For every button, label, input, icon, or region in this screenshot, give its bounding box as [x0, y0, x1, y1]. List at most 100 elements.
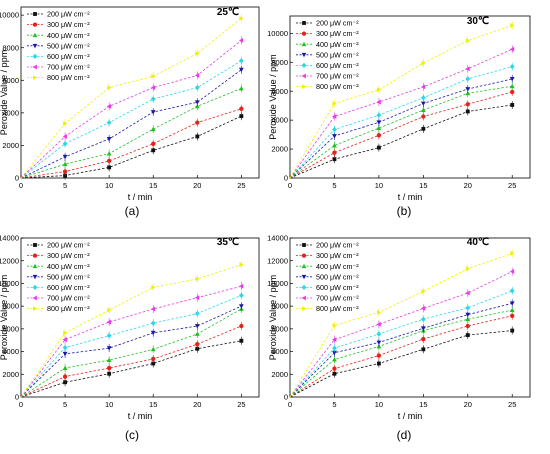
- data-point: [465, 87, 471, 92]
- series-3: [20, 84, 244, 179]
- series-2: [20, 322, 244, 398]
- y-tick-label: 2000: [271, 370, 288, 379]
- data-point: [150, 110, 156, 115]
- y-tick-label: 0: [15, 174, 19, 183]
- data-point: [465, 90, 471, 96]
- x-tick-label: 10: [105, 181, 113, 190]
- legend-label: 300 μW cm⁻²: [316, 251, 359, 260]
- legend-marker: [301, 284, 307, 291]
- x-tick-label: 25: [237, 400, 245, 409]
- y-tick-label: 6000: [2, 324, 19, 333]
- series-line: [20, 60, 242, 179]
- legend-marker: [32, 22, 38, 27]
- x-tick-label: 5: [63, 400, 67, 409]
- series-line: [20, 88, 242, 179]
- y-tick-label: 10000: [0, 279, 19, 288]
- data-point: [106, 357, 112, 363]
- data-point: [376, 331, 382, 337]
- x-tick-label: 15: [419, 400, 427, 409]
- x-tick-label: 0: [288, 181, 292, 190]
- x-tick-label: 15: [149, 400, 157, 409]
- series-line: [20, 294, 242, 398]
- data-point: [332, 114, 337, 119]
- data-point: [151, 73, 156, 79]
- data-point: [195, 134, 200, 139]
- data-point: [509, 288, 515, 294]
- legend-label: 600 μW cm⁻²: [47, 283, 90, 292]
- y-tick-label: 6000: [271, 324, 288, 333]
- x-tick-label: 0: [19, 181, 23, 190]
- series-2: [289, 311, 515, 398]
- data-point: [376, 309, 382, 315]
- data-point: [509, 301, 515, 306]
- data-point: [420, 326, 426, 331]
- y-tick-label: 14000: [267, 234, 288, 243]
- y-tick-label: 0: [284, 174, 288, 183]
- data-point: [332, 143, 337, 148]
- data-point: [62, 161, 68, 167]
- data-point: [238, 37, 244, 43]
- data-point: [509, 46, 515, 52]
- data-point: [420, 101, 426, 106]
- data-point: [62, 344, 68, 351]
- y-tick-label: 4000: [271, 347, 288, 356]
- x-tick-label: 0: [288, 400, 292, 409]
- legend-marker: [33, 75, 38, 80]
- data-point: [62, 134, 67, 139]
- data-point: [332, 371, 337, 376]
- legend-label: 400 μW cm⁻²: [47, 31, 90, 40]
- legend-label: 700 μW cm⁻²: [316, 72, 359, 81]
- chart-panel-1: 0 5 10 15 20 25 0 2000 4000 6000 8000 10000 t / min P…: [0, 6, 260, 218]
- data-point: [332, 337, 337, 343]
- series-2: [20, 104, 244, 179]
- x-tick-label: 0: [19, 400, 23, 409]
- y-tick-label: 0: [15, 393, 19, 402]
- data-point: [420, 84, 426, 90]
- series-line: [289, 271, 513, 398]
- data-point: [62, 141, 68, 147]
- legend-marker: [32, 253, 38, 258]
- series-line: [20, 108, 242, 179]
- y-tick-label: 2000: [2, 370, 19, 379]
- data-point: [239, 323, 244, 329]
- series-6: [289, 267, 515, 398]
- series-line: [289, 78, 513, 179]
- x-axis-label: t / min: [128, 192, 153, 202]
- legend-label: 500 μW cm⁻²: [316, 50, 359, 59]
- data-point: [465, 323, 470, 329]
- data-point: [465, 316, 471, 322]
- x-tick-label: 20: [193, 400, 201, 409]
- legend-label: 200 μW cm⁻²: [316, 241, 359, 250]
- data-point: [150, 346, 156, 352]
- data-point: [420, 306, 426, 311]
- series-6: [20, 282, 244, 398]
- data-point: [194, 100, 200, 105]
- legend-marker: [32, 263, 38, 269]
- data-point: [510, 313, 515, 318]
- y-axis-label: Peroxide Value / ppm: [0, 50, 9, 135]
- data-point: [332, 357, 337, 362]
- y-tick-label: 4000: [2, 108, 19, 117]
- series-4: [289, 299, 515, 398]
- legend-label: 200 μW cm⁻²: [47, 10, 90, 19]
- data-point: [238, 283, 244, 289]
- data-point: [106, 158, 112, 164]
- legend-marker: [301, 41, 307, 47]
- data-point: [150, 85, 156, 91]
- data-point: [107, 165, 112, 170]
- data-point: [376, 87, 382, 93]
- x-tick-label: 25: [508, 400, 516, 409]
- series-7: [20, 260, 244, 398]
- legend-marker: [32, 274, 38, 280]
- series-5: [289, 286, 515, 398]
- data-point: [509, 83, 515, 89]
- data-point: [150, 96, 156, 102]
- data-point: [465, 38, 471, 43]
- series-5: [289, 62, 515, 179]
- data-point: [106, 136, 112, 142]
- legend-label: 500 μW cm⁻²: [47, 272, 90, 281]
- data-point: [510, 250, 515, 256]
- y-axis-label: Peroxide Value / ppm: [268, 54, 278, 139]
